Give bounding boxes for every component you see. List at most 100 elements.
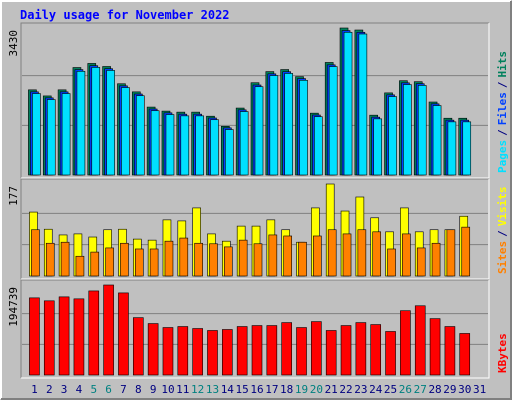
bar xyxy=(266,325,278,376)
legend-entry: Pages xyxy=(496,140,509,173)
x-tick-label: 27 xyxy=(414,383,427,396)
bar xyxy=(311,321,322,376)
bar xyxy=(283,235,292,277)
bar xyxy=(162,327,174,376)
bar xyxy=(73,298,85,376)
legend-entry: Files xyxy=(496,92,509,125)
bar xyxy=(134,248,144,277)
bar xyxy=(254,86,264,176)
x-tick-label: 15 xyxy=(236,383,249,396)
panel-bevel-light xyxy=(21,179,490,280)
bar xyxy=(284,73,293,176)
bar xyxy=(432,105,442,176)
x-tick-label: 17 xyxy=(265,383,278,396)
bar xyxy=(195,115,204,176)
bar xyxy=(340,325,352,376)
bar xyxy=(132,317,144,376)
bar xyxy=(120,242,129,277)
x-tick-label: 7 xyxy=(120,383,127,396)
bar xyxy=(91,67,101,176)
x-tick-label: 26 xyxy=(399,383,412,396)
bar xyxy=(299,79,308,176)
x-tick-label: 12 xyxy=(191,383,204,396)
bar xyxy=(372,231,382,277)
bar xyxy=(416,247,426,277)
x-tick-label: 19 xyxy=(295,383,308,396)
bar xyxy=(400,310,411,376)
bar xyxy=(388,96,397,176)
x-tick-label: 1 xyxy=(31,383,38,396)
panel-bevel-dark xyxy=(20,178,489,279)
bar xyxy=(58,296,70,376)
legend-entry: KBytes xyxy=(496,333,509,373)
bar xyxy=(446,229,456,277)
bar xyxy=(417,85,427,176)
bar xyxy=(281,322,292,376)
bar xyxy=(387,248,396,277)
bar xyxy=(370,324,382,376)
x-tick-label: 3 xyxy=(61,383,68,396)
bar xyxy=(313,235,322,277)
legend: KBytes xyxy=(496,333,509,373)
x-tick-label: 9 xyxy=(150,383,157,396)
bar xyxy=(225,129,234,176)
bar xyxy=(209,243,218,277)
bar xyxy=(328,66,338,176)
x-tick-label: 20 xyxy=(310,383,323,396)
legend: Sites / Visits xyxy=(496,187,509,275)
bar xyxy=(358,33,368,176)
bar xyxy=(46,99,56,176)
bar xyxy=(135,95,145,176)
bar xyxy=(236,326,248,376)
panel-bevel-dark xyxy=(20,279,489,378)
legend-separator: / xyxy=(496,230,509,237)
bar xyxy=(164,240,174,277)
bar xyxy=(314,116,323,176)
x-tick-label: 30 xyxy=(458,383,471,396)
bar xyxy=(192,328,203,376)
bar xyxy=(268,234,278,277)
bar xyxy=(327,229,337,277)
bar xyxy=(224,246,233,277)
bar xyxy=(165,114,175,176)
bar xyxy=(429,318,441,376)
bar xyxy=(147,323,159,376)
legend-entry: Sites xyxy=(496,241,509,274)
x-tick-label: 11 xyxy=(176,383,189,396)
y-tick-label: 194739 xyxy=(7,287,20,327)
x-tick-label: 28 xyxy=(428,383,441,396)
bar xyxy=(462,121,472,176)
legend: Pages / Files / Hits xyxy=(496,51,509,173)
bar xyxy=(403,84,412,176)
bar xyxy=(29,297,40,376)
bar xyxy=(414,305,426,376)
bar xyxy=(385,331,396,376)
bar xyxy=(357,229,367,277)
bar xyxy=(75,255,85,277)
bar xyxy=(105,247,114,277)
x-tick-label: 29 xyxy=(443,383,456,396)
bar xyxy=(325,330,337,376)
bar xyxy=(90,251,100,277)
bar xyxy=(60,241,70,277)
bar xyxy=(149,248,159,277)
bar xyxy=(121,87,130,176)
legend-entry: Visits xyxy=(496,187,509,227)
bar xyxy=(76,70,86,176)
x-tick-label: 5 xyxy=(90,383,97,396)
x-tick-label: 24 xyxy=(369,383,383,396)
bar xyxy=(210,119,219,176)
bar xyxy=(355,322,367,376)
panel-bevel-light xyxy=(21,280,490,379)
bar xyxy=(402,233,411,277)
bar xyxy=(118,292,129,376)
bar xyxy=(222,329,233,376)
bar xyxy=(298,241,307,277)
x-tick-label: 8 xyxy=(135,383,142,396)
bar xyxy=(32,93,41,176)
bar xyxy=(239,111,249,176)
x-tick-label: 14 xyxy=(221,383,235,396)
bar xyxy=(447,121,457,176)
bar xyxy=(150,110,160,176)
